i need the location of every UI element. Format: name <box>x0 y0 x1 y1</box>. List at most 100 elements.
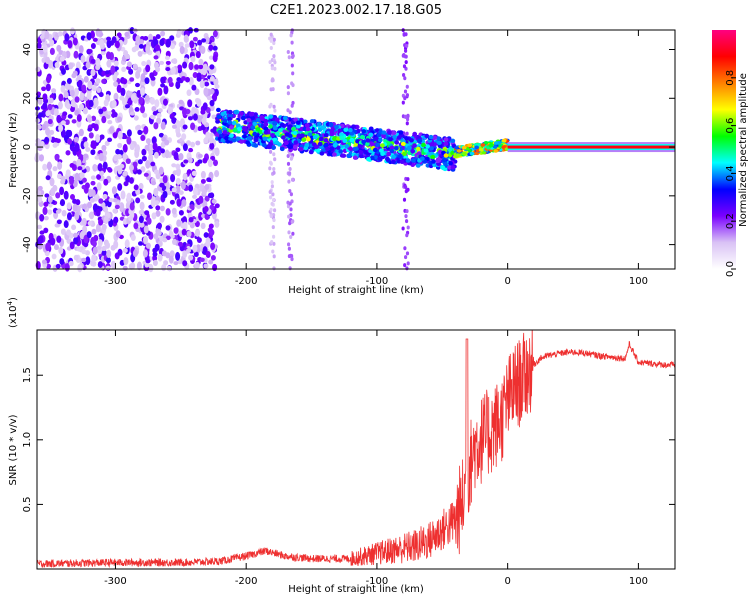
spectral-cell <box>348 146 354 152</box>
spectral-cell <box>381 130 387 135</box>
spectral-cell <box>89 211 95 220</box>
spectral-cell <box>273 108 277 113</box>
spectral-cell <box>393 145 399 151</box>
spectral-cell <box>404 255 408 260</box>
spectral-cell <box>180 180 186 190</box>
spectral-cell <box>87 49 93 54</box>
spectral-cell <box>182 61 188 69</box>
spectral-cell <box>368 126 374 131</box>
spectral-cell <box>49 47 55 56</box>
spectral-cell <box>405 251 410 256</box>
spectral-cell <box>178 209 184 216</box>
spectral-cell <box>204 183 210 191</box>
spectral-cell <box>201 38 207 43</box>
spectral-cell <box>273 60 277 65</box>
spectral-cell <box>140 134 146 141</box>
spectral-cell <box>272 152 276 157</box>
spectral-cell <box>74 142 80 152</box>
spectral-cell <box>78 45 84 54</box>
spectrogram-y-ticks: -40 -20 0 20 40 <box>22 43 675 253</box>
spectral-cell <box>216 107 221 113</box>
spectral-cell <box>268 166 272 171</box>
spectral-cell <box>268 190 272 194</box>
spectral-cell <box>110 65 116 74</box>
spectral-cell <box>42 163 48 171</box>
spectral-cell <box>289 192 293 197</box>
spectral-cell <box>480 143 486 147</box>
spectral-cell <box>90 42 96 50</box>
spectral-cell <box>92 246 98 255</box>
spectral-cell <box>151 106 157 112</box>
spectral-cell <box>132 249 138 258</box>
spectral-cell <box>312 135 318 140</box>
spectral-cell <box>201 69 207 76</box>
spectral-cell <box>501 138 507 143</box>
spectral-cell <box>70 27 75 35</box>
spectral-cell <box>450 165 456 170</box>
spectral-cell <box>35 153 41 162</box>
spectral-cell <box>469 151 475 156</box>
spectral-cell <box>164 149 170 159</box>
spectral-cell <box>171 207 177 215</box>
spectral-cell <box>187 239 193 244</box>
spectral-cell <box>88 99 94 108</box>
spectral-cell <box>95 28 101 37</box>
spectral-cell <box>231 120 237 126</box>
spectral-cell <box>194 261 200 269</box>
spectral-cell <box>270 180 274 185</box>
spectral-cell <box>415 163 421 168</box>
spectral-cell <box>106 36 112 41</box>
spectral-cell <box>269 149 273 154</box>
spectral-cell <box>169 199 175 205</box>
spectral-cell <box>111 186 117 195</box>
spectral-cell <box>357 144 363 149</box>
spectral-cell <box>167 106 173 115</box>
spectral-cell <box>141 60 147 67</box>
x-tick-label: -300 <box>104 276 127 287</box>
spectral-cell <box>68 62 74 70</box>
spectral-cell <box>273 157 277 162</box>
spectral-cell <box>182 260 188 267</box>
spectral-cell <box>288 144 294 149</box>
spectral-cell <box>89 197 95 203</box>
spectral-cell <box>377 156 383 161</box>
spectral-cell <box>163 260 169 266</box>
spectral-cell <box>374 136 379 141</box>
spectral-cell <box>222 130 228 135</box>
spectral-cell <box>369 141 375 147</box>
spectral-cell <box>53 108 59 117</box>
spectral-cell <box>175 163 181 170</box>
spectral-cell <box>389 145 395 150</box>
spectral-cell <box>91 85 97 92</box>
spectral-cell <box>135 70 141 79</box>
spectral-cell <box>428 134 434 140</box>
spectral-cell <box>69 89 75 97</box>
spectral-cell <box>128 216 134 222</box>
spectral-cell <box>129 143 135 151</box>
spectral-cell <box>122 78 128 85</box>
spectral-cell <box>255 117 261 123</box>
spectral-cell <box>171 117 177 124</box>
spectral-cell <box>85 256 91 266</box>
spectral-cell <box>148 263 154 273</box>
colorbar-label: Normalized spectral amplitude <box>738 73 749 227</box>
spectral-cell <box>61 209 67 217</box>
spectral-cell <box>271 249 275 254</box>
spectral-cell <box>320 125 326 130</box>
spectral-cell <box>155 210 161 217</box>
spectral-cell <box>278 128 283 133</box>
x-tick-label: -200 <box>235 276 258 287</box>
spectral-cell <box>412 131 418 137</box>
spectral-cell <box>279 146 285 152</box>
spectral-cell <box>71 98 76 108</box>
snr-panel: -300 -200 -100 0 100 0.5 1.0 1.5 Height of str… <box>6 297 676 595</box>
spectral-cell <box>125 175 131 183</box>
spectral-cell <box>167 76 173 84</box>
spectral-cell <box>164 55 170 60</box>
spectral-cell <box>181 76 186 81</box>
spectral-cell <box>108 197 114 203</box>
spectral-cell <box>45 127 51 136</box>
spectral-cell <box>56 235 62 243</box>
spectral-cell <box>117 183 123 191</box>
spectral-cell <box>443 153 449 158</box>
